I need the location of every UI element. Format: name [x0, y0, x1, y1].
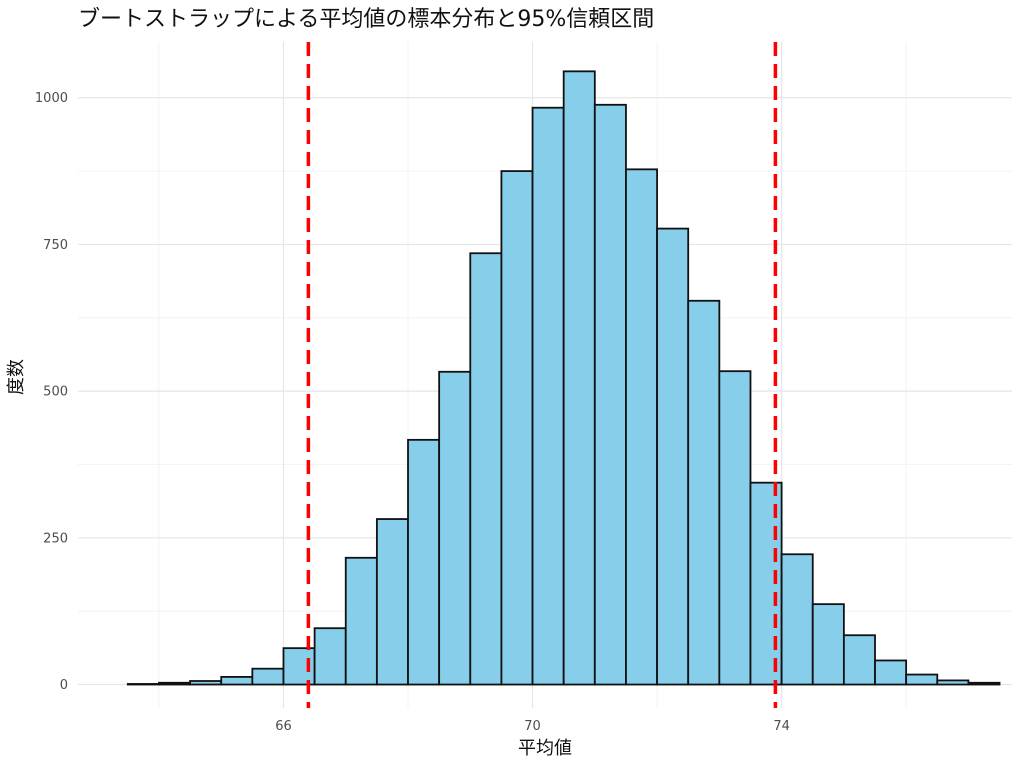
histogram-bar: [500, 170, 534, 686]
histogram-bar: [718, 370, 752, 686]
histogram-bar: [967, 681, 1001, 686]
x-tick-label: 66: [275, 719, 292, 734]
histogram-bar: [842, 634, 876, 686]
y-tick-label: 1000: [35, 91, 68, 106]
histogram-bar: [593, 103, 627, 686]
confidence-interval-lines: [306, 42, 778, 708]
y-tick-label: 0: [60, 678, 68, 693]
x-tick-label: 74: [773, 719, 790, 734]
histogram-bar: [656, 227, 690, 686]
histogram-bar: [438, 370, 472, 686]
y-tick-label: 250: [43, 531, 68, 546]
histogram-bar: [905, 673, 939, 686]
histogram-bar: [375, 518, 409, 686]
histogram-bar: [562, 70, 596, 686]
x-axis-title: 平均値: [518, 738, 572, 759]
y-tick-label: 750: [43, 238, 68, 253]
histogram-bar: [811, 603, 845, 686]
histogram-bar: [874, 659, 908, 686]
x-tick-label: 70: [524, 719, 541, 734]
histogram-bar: [936, 679, 970, 686]
histogram-bar: [126, 683, 160, 686]
y-tick-label: 500: [43, 385, 68, 400]
chart-title: ブートストラップによる平均値の標本分布と95%信頼区間: [78, 7, 654, 32]
histogram-bar: [313, 627, 347, 686]
histogram-bars: [126, 70, 1001, 686]
histogram-bar: [407, 438, 441, 686]
tick-labels: 66 70 74 0 250 500 750 1000: [35, 91, 790, 734]
histogram-bar: [251, 667, 285, 686]
histogram-bar: [687, 299, 721, 686]
histogram-bar: [189, 680, 223, 686]
histogram-bar: [531, 106, 565, 686]
histogram-bar: [344, 556, 378, 686]
histogram-bar: [625, 168, 658, 686]
histogram-bar: [780, 553, 814, 686]
y-axis-title: 度数: [6, 359, 27, 395]
histogram-bar: [220, 676, 254, 686]
histogram-bar: [158, 681, 191, 686]
histogram-bar: [469, 252, 503, 686]
